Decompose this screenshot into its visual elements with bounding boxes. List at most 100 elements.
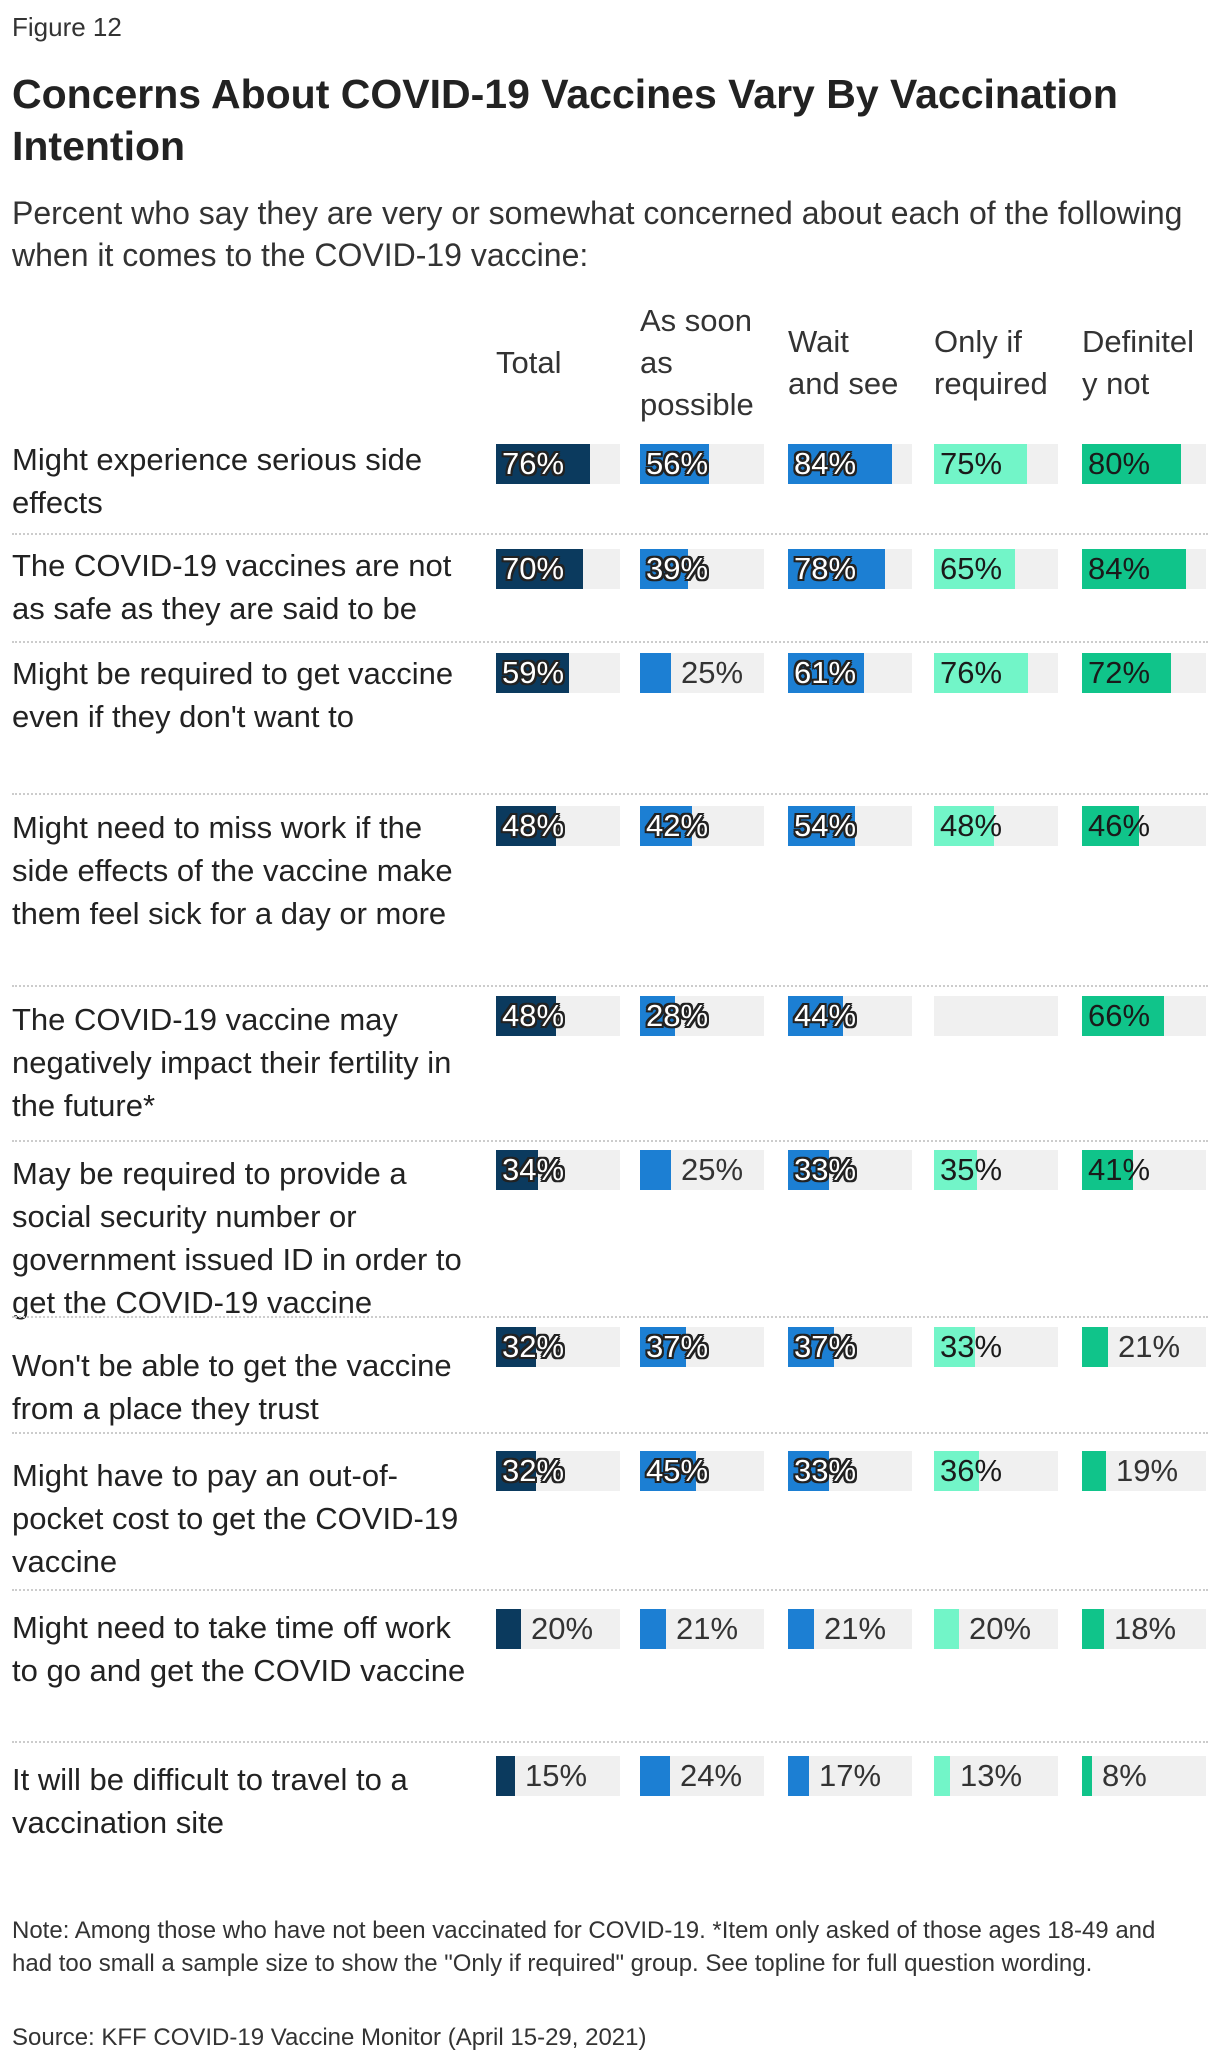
- data-label: 21%: [676, 1611, 739, 1646]
- bar-track: 32%: [496, 1451, 620, 1491]
- row-label: Might experience serious side effects: [12, 442, 423, 520]
- data-label: 48%: [940, 808, 1003, 843]
- bar-only-if-required: [934, 444, 1027, 484]
- data-label: 42%: [646, 808, 709, 843]
- data-label: 33%: [794, 1453, 857, 1488]
- data-label: 35%: [940, 1152, 1003, 1187]
- column-header-line: required: [934, 366, 1048, 401]
- data-label: 78%: [794, 551, 857, 586]
- row-label: Won't be able to get the vaccine from a …: [12, 1348, 452, 1426]
- bar-definitely-not: [1082, 1451, 1106, 1491]
- bar-as-soon-as-possible: [640, 806, 692, 846]
- bar-track: 75%: [934, 444, 1058, 484]
- bar-track: 44%: [788, 996, 912, 1036]
- figure-label: Figure 12: [12, 12, 122, 42]
- bar-track: 32%: [496, 1327, 620, 1367]
- bar-track: 66%: [1082, 996, 1206, 1036]
- bar-track: 17%: [788, 1756, 912, 1796]
- bar-track: 39%: [640, 549, 764, 589]
- bar-wait-and-see: [788, 1609, 814, 1649]
- bar-wait-and-see: [788, 1756, 809, 1796]
- row-divider: [12, 1140, 1208, 1142]
- bar-total: [496, 1451, 536, 1491]
- bar-track: 20%: [934, 1609, 1058, 1649]
- bar-wait-and-see: [788, 653, 864, 693]
- column-header-line: y not: [1082, 366, 1150, 401]
- data-label: 37%: [646, 1329, 709, 1364]
- row-label: Might be required to get vaccine even if…: [12, 656, 454, 734]
- bar-track: 78%: [788, 549, 912, 589]
- bar-track: 13%: [934, 1756, 1058, 1796]
- bar-track: 37%: [640, 1327, 764, 1367]
- bar-definitely-not: [1082, 1327, 1108, 1367]
- bar-track: 80%: [1082, 444, 1206, 484]
- data-label: 65%: [940, 551, 1003, 586]
- data-label: 70%: [502, 551, 565, 586]
- data-label: 46%: [1088, 808, 1151, 843]
- bar-definitely-not: [1082, 653, 1171, 693]
- bar-track: 25%: [640, 1150, 764, 1190]
- bar-wait-and-see: [788, 1451, 829, 1491]
- bar-track: 34%: [496, 1150, 620, 1190]
- bar-track: 76%: [934, 653, 1058, 693]
- data-label: 25%: [681, 1152, 744, 1187]
- bar-track: 76%: [496, 444, 620, 484]
- bar-track: 54%: [788, 806, 912, 846]
- column-header-only-if-required: Only if required: [934, 321, 1084, 405]
- row-label: It will be difficult to travel to a vacc…: [12, 1762, 408, 1840]
- bar-wait-and-see: [788, 549, 885, 589]
- column-header-as-soon-as-possible: As soon as possible: [640, 300, 790, 426]
- row-label: Might have to pay an out-of-pocket cost …: [12, 1458, 459, 1579]
- data-label: 48%: [502, 998, 565, 1033]
- bar-only-if-required: [934, 1756, 950, 1796]
- row-divider: [12, 1741, 1208, 1743]
- bar-as-soon-as-possible: [640, 1451, 696, 1491]
- column-header-line: Total: [496, 345, 562, 380]
- column-header-definitely-not: Definitel y not: [1082, 321, 1220, 405]
- data-label: 21%: [1118, 1329, 1181, 1364]
- data-label: 33%: [794, 1152, 857, 1187]
- data-label: 84%: [794, 446, 857, 481]
- data-label: 20%: [531, 1611, 594, 1646]
- bar-track: 48%: [496, 996, 620, 1036]
- bar-as-soon-as-possible: [640, 549, 688, 589]
- bar-total: [496, 1327, 536, 1367]
- chart-subtitle: Percent who say they are very or somewha…: [12, 195, 1183, 273]
- data-label: 59%: [502, 655, 565, 690]
- bar-definitely-not: [1082, 549, 1186, 589]
- bar-track: 36%: [934, 1451, 1058, 1491]
- bar-track: 28%: [640, 996, 764, 1036]
- data-label: 33%: [940, 1329, 1003, 1364]
- data-label: 44%: [794, 998, 857, 1033]
- bar-track: 84%: [1082, 549, 1206, 589]
- data-label: 32%: [502, 1329, 565, 1364]
- bar-only-if-required: [934, 549, 1015, 589]
- data-label: 36%: [940, 1453, 1003, 1488]
- data-label: 37%: [794, 1329, 857, 1364]
- bar-track: 37%: [788, 1327, 912, 1367]
- data-label: 48%: [502, 808, 565, 843]
- bar-wait-and-see: [788, 1150, 829, 1190]
- bar-as-soon-as-possible: [640, 653, 671, 693]
- data-label: 18%: [1114, 1611, 1177, 1646]
- bar-track: 18%: [1082, 1609, 1206, 1649]
- column-header-wait-and-see: Wait and see: [788, 321, 938, 405]
- bar-track: 46%: [1082, 806, 1206, 846]
- data-label: 54%: [794, 808, 857, 843]
- bar-track: 56%: [640, 444, 764, 484]
- row-divider: [12, 1316, 1208, 1318]
- bar-wait-and-see: [788, 444, 892, 484]
- data-label: 32%: [502, 1453, 565, 1488]
- bar-wait-and-see: [788, 806, 855, 846]
- data-label: 20%: [969, 1611, 1032, 1646]
- row-divider: [12, 533, 1208, 535]
- column-header-line: possible: [640, 387, 754, 422]
- bar-wait-and-see: [788, 1327, 834, 1367]
- data-label: 76%: [940, 655, 1003, 690]
- bar-track: 48%: [934, 806, 1058, 846]
- bar-only-if-required: [934, 1609, 959, 1649]
- bar-track: 19%: [1082, 1451, 1206, 1491]
- row-label: Might need to miss work if the side effe…: [12, 810, 453, 931]
- bar-total: [496, 444, 590, 484]
- bar-definitely-not: [1082, 806, 1139, 846]
